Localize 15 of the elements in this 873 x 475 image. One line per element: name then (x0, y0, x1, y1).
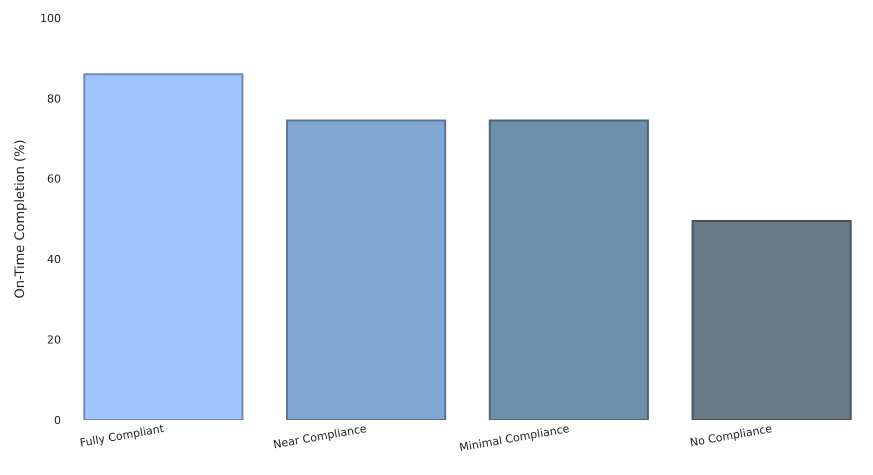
x-tick-label: Fully Compliant (78, 422, 166, 450)
y-tick-label: 100 (40, 12, 61, 25)
y-tick-label: 0 (54, 414, 61, 427)
y-axis-title: On-Time Completion (%) (12, 139, 28, 299)
bar (488, 120, 649, 420)
bar (692, 220, 852, 420)
x-tick-label: Minimal Compliance (458, 422, 571, 454)
y-tick-label: 60 (47, 172, 61, 186)
x-tick-label: No Compliance (688, 422, 774, 450)
bar (286, 120, 446, 420)
bar (83, 73, 244, 420)
y-tick-label: 20 (47, 333, 61, 346)
x-tick-label: Near Compliance (272, 422, 368, 452)
y-tick-label: 40 (47, 253, 61, 266)
y-tick-label: 80 (47, 92, 61, 106)
